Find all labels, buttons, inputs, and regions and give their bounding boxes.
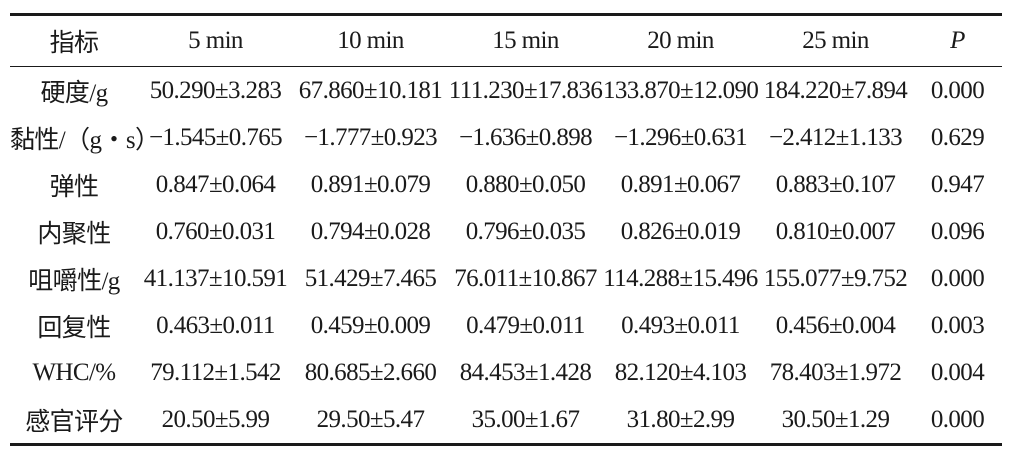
table-cell: 0.891±0.079 <box>310 170 431 198</box>
p-value-cell: 0.629 <box>930 123 985 151</box>
table-cell: 0.883±0.107 <box>775 170 896 198</box>
row-label: 硬度/g <box>40 79 108 107</box>
table-cell: 79.112±1.542 <box>150 358 281 386</box>
table-header: 指标 5 min 10 min 15 min 20 min 25 min P <box>10 14 1002 67</box>
table-cell: −1.296±0.631 <box>613 123 748 151</box>
table-cell: 0.459±0.009 <box>310 311 431 339</box>
p-value-cell: 0.947 <box>930 170 985 198</box>
header-25min: 25 min <box>802 27 869 54</box>
table-body: 硬度/g 50.290±3.283 67.860±10.181 111.230±… <box>10 67 1002 445</box>
table-cell: 35.00±1.67 <box>471 405 580 433</box>
table-cell: 133.870±12.090 <box>603 76 759 104</box>
table-cell: 114.288±15.496 <box>603 264 758 292</box>
table-cell: 0.463±0.011 <box>156 311 275 339</box>
table-cell: 184.220±7.894 <box>763 76 908 104</box>
row-label: 弹性 <box>49 173 99 201</box>
header-p-value: P <box>950 27 965 54</box>
p-value-cell: 0.004 <box>930 358 985 386</box>
p-value-cell: 0.003 <box>930 311 985 339</box>
table-cell: 78.403±1.972 <box>769 358 902 386</box>
table-cell: −1.636±0.898 <box>458 123 593 151</box>
p-value-cell: 0.000 <box>930 264 985 292</box>
header-20min: 20 min <box>647 27 714 54</box>
table-cell: 0.826±0.019 <box>620 217 741 245</box>
table-row: 内聚性 0.760±0.031 0.794±0.028 0.796±0.035 … <box>10 208 1002 255</box>
p-value-cell: 0.000 <box>930 76 985 104</box>
header-indicator: 指标 <box>49 30 99 57</box>
table-row: 回复性 0.463±0.011 0.459±0.009 0.479±0.011 … <box>10 302 1002 349</box>
table-row: 硬度/g 50.290±3.283 67.860±10.181 111.230±… <box>10 67 1002 115</box>
table-cell: −1.545±0.765 <box>148 123 283 151</box>
row-label: WHC/% <box>32 358 116 386</box>
table-cell: 111.230±17.836 <box>448 76 603 104</box>
table-cell: 80.685±2.660 <box>304 358 437 386</box>
table-cell: 41.137±10.591 <box>143 264 288 292</box>
table-row: 黏性/（g・s） −1.545±0.765 −1.777±0.923 −1.63… <box>10 114 1002 161</box>
row-label: 咀嚼性/g <box>28 267 120 295</box>
header-row: 指标 5 min 10 min 15 min 20 min 25 min P <box>10 14 1002 67</box>
table-row: WHC/% 79.112±1.542 80.685±2.660 84.453±1… <box>10 349 1002 396</box>
header-15min: 15 min <box>492 27 559 54</box>
header-5min: 5 min <box>188 27 243 54</box>
table-cell: 30.50±1.29 <box>781 405 890 433</box>
table-cell: 0.479±0.011 <box>466 311 585 339</box>
data-table: 指标 5 min 10 min 15 min 20 min 25 min P 硬… <box>10 13 1002 446</box>
table-cell: 20.50±5.99 <box>161 405 270 433</box>
table-row: 咀嚼性/g 41.137±10.591 51.429±7.465 76.011±… <box>10 255 1002 302</box>
table-cell: 0.760±0.031 <box>155 217 276 245</box>
table-cell: 0.810±0.007 <box>775 217 896 245</box>
table-cell: 0.794±0.028 <box>310 217 431 245</box>
data-table-container: 指标 5 min 10 min 15 min 20 min 25 min P 硬… <box>10 13 1002 446</box>
table-cell: 76.011±10.867 <box>454 264 597 292</box>
table-cell: 51.429±7.465 <box>304 264 437 292</box>
table-row: 弹性 0.847±0.064 0.891±0.079 0.880±0.050 0… <box>10 161 1002 208</box>
row-label: 黏性/（g・s） <box>10 126 160 154</box>
p-value-cell: 0.000 <box>930 405 985 433</box>
table-cell: 0.493±0.011 <box>621 311 740 339</box>
header-10min: 10 min <box>337 27 404 54</box>
row-label: 回复性 <box>37 314 111 342</box>
table-cell: 67.860±10.181 <box>298 76 443 104</box>
table-cell: −2.412±1.133 <box>768 123 903 151</box>
table-cell: 155.077±9.752 <box>763 264 908 292</box>
table-cell: −1.777±0.923 <box>303 123 438 151</box>
row-label: 感官评分 <box>25 408 123 436</box>
table-cell: 31.80±2.99 <box>626 405 735 433</box>
table-cell: 82.120±4.103 <box>614 358 747 386</box>
table-cell: 0.891±0.067 <box>620 170 741 198</box>
table-cell: 29.50±5.47 <box>316 405 425 433</box>
table-cell: 50.290±3.283 <box>149 76 282 104</box>
table-cell: 0.847±0.064 <box>155 170 276 198</box>
table-cell: 0.456±0.004 <box>775 311 896 339</box>
table-cell: 84.453±1.428 <box>459 358 592 386</box>
row-label: 内聚性 <box>37 220 111 248</box>
table-cell: 0.880±0.050 <box>465 170 586 198</box>
p-value-cell: 0.096 <box>930 217 985 245</box>
table-row: 感官评分 20.50±5.99 29.50±5.47 35.00±1.67 31… <box>10 396 1002 445</box>
table-cell: 0.796±0.035 <box>465 217 586 245</box>
